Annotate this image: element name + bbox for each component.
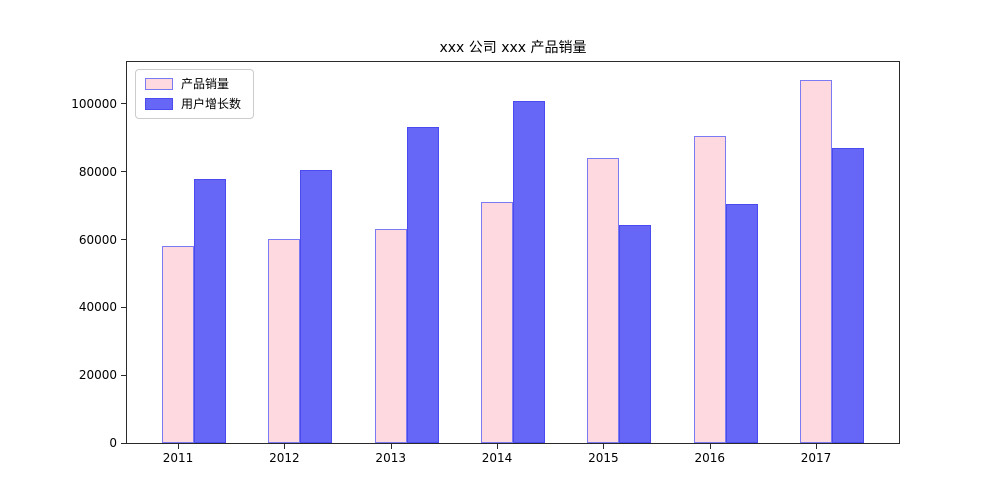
x-tick-2013 — [390, 444, 392, 449]
bar-series1-2013 — [374, 229, 407, 443]
y-tick-40000 — [121, 306, 126, 308]
x-tick-label-2015: 2015 — [588, 451, 619, 465]
bar-series2-2017 — [832, 147, 864, 443]
y-tick-60000 — [121, 239, 126, 241]
y-tick-100000 — [121, 103, 126, 105]
x-tick-2016 — [709, 444, 711, 449]
growth-swatch-icon — [145, 98, 173, 110]
x-tick-2015 — [603, 444, 605, 449]
y-tick-label-20000: 20000 — [78, 368, 117, 383]
x-tick-label-2017: 2017 — [800, 451, 832, 465]
x-tick-2011 — [178, 444, 180, 449]
bar-series1-2016 — [693, 136, 726, 443]
y-tick-label-80000: 80000 — [78, 164, 117, 179]
y-tick-label-0: 0 — [109, 436, 117, 450]
bar-series2-2011 — [193, 178, 226, 443]
bar-series2-2016 — [725, 203, 758, 443]
x-tick-label-2012: 2012 — [269, 451, 300, 465]
bar-series2-2014 — [513, 100, 545, 443]
y-tick-80000 — [121, 171, 126, 173]
legend-label-sales: 产品销量 — [181, 77, 230, 91]
bar-series2-2012 — [300, 170, 333, 443]
x-tick-label-2013: 2013 — [375, 451, 406, 465]
x-tick-2014 — [497, 444, 499, 449]
x-tick-label-2014: 2014 — [481, 451, 513, 465]
bar-series1-2011 — [162, 246, 194, 443]
x-tick-label-2011: 2011 — [162, 451, 194, 465]
plot-area: 产品销量 用户增长数 2011 2012 2013 2014 2015 2016 2017 0… — [71, 61, 900, 465]
chart-title: xxx 公司 xxx 产品销量 — [439, 40, 587, 56]
bar-series2-2015 — [619, 225, 652, 443]
x-tick-2012 — [284, 444, 286, 449]
y-tick-0 — [121, 442, 126, 444]
legend-item-growth: 用户增长数 — [145, 97, 241, 111]
legend: 产品销量 用户增长数 — [135, 69, 255, 119]
sales-swatch-icon — [145, 78, 173, 90]
bar-series2-2013 — [406, 127, 439, 443]
legend-item-sales: 产品销量 — [145, 77, 241, 91]
bar-series1-2014 — [481, 202, 513, 443]
y-tick-20000 — [121, 374, 126, 376]
bar-series1-2015 — [587, 158, 620, 443]
y-tick-label-60000: 60000 — [78, 232, 117, 247]
bar-series1-2017 — [800, 80, 832, 443]
y-tick-label-40000: 40000 — [78, 300, 117, 315]
x-tick-label-2016: 2016 — [694, 451, 725, 465]
x-tick-2017 — [816, 444, 818, 449]
y-tick-label-100000: 100000 — [71, 96, 117, 111]
legend-label-growth: 用户增长数 — [181, 97, 242, 111]
bar-series1-2012 — [268, 238, 301, 443]
